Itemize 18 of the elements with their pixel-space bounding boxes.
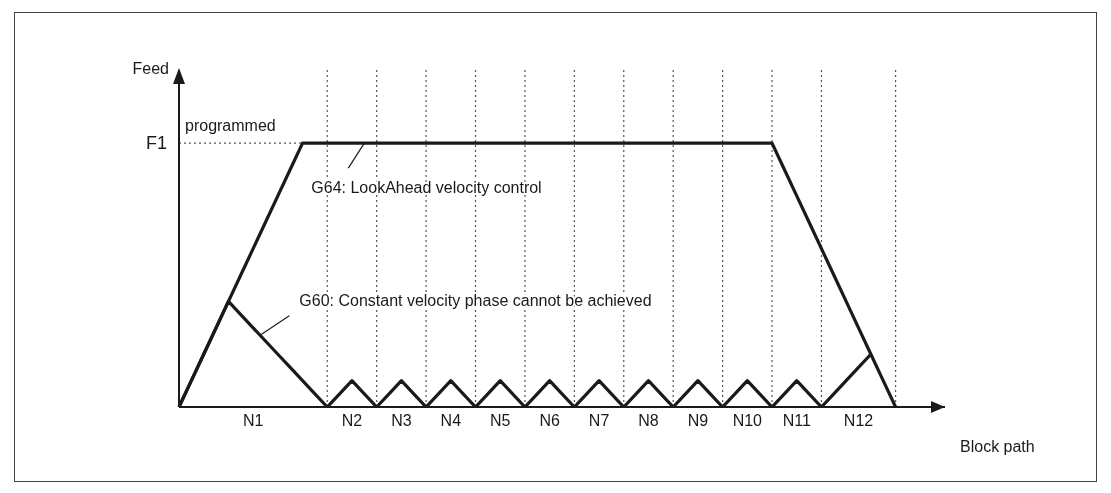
- x-tick-label: N3: [391, 412, 412, 430]
- x-tick-label: N7: [588, 412, 610, 430]
- x-tick-label: N5: [490, 412, 511, 430]
- annotation: G60: Constant velocity phase cannot be achieved: [299, 291, 652, 309]
- annotation: G64: LookAhead velocity control: [311, 179, 542, 197]
- ref-line-label: F1: [145, 133, 167, 154]
- x-tick-label: N9: [687, 412, 709, 430]
- x-tick-label: N1: [242, 412, 264, 430]
- x-tick-label: N8: [638, 412, 659, 430]
- x-tick-label: N2: [341, 412, 363, 430]
- x-tick-label: N10: [732, 412, 763, 430]
- x-tick-label: N4: [440, 412, 462, 430]
- x-axis-title: Block path: [960, 438, 1035, 455]
- x-tick-label: N12: [843, 412, 874, 430]
- text: programmed: [185, 117, 276, 135]
- y-axis-title: Feed: [132, 60, 169, 77]
- x-tick-label: N6: [539, 412, 560, 430]
- x-tick-label: N11: [782, 412, 811, 430]
